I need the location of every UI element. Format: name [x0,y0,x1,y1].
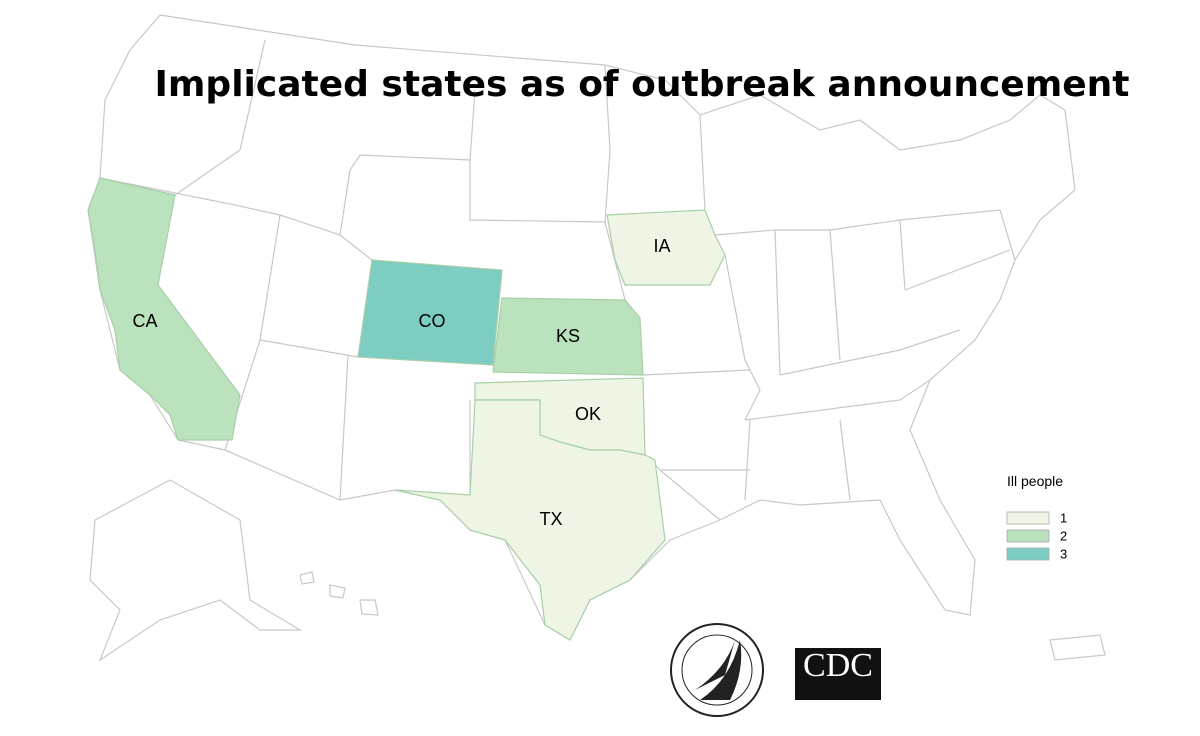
state-label: CA [132,311,157,331]
legend-label: 3 [1060,546,1067,561]
state [606,209,726,286]
legend-swatch [1006,529,1050,543]
state-label: IA [653,236,670,256]
cdc-logo-text: CDC [803,647,873,684]
state-borders [99,39,1016,521]
state [357,259,503,366]
map-title: Implicated states as of outbreak announc… [155,64,1130,105]
legend-label: 2 [1060,528,1067,543]
state [87,177,241,441]
state [492,297,644,376]
state [394,399,666,641]
legend: 1 2 3 [1006,510,1067,561]
state-label: KS [556,326,580,346]
alaska [89,479,303,662]
legend-title: Ill people [1007,473,1063,489]
hhs-seal [670,623,764,717]
legend-label: 1 [1060,510,1067,525]
state-label: TX [539,509,562,529]
implicated-states: CA CO KS IA OK TX [87,177,726,641]
state-label: CO [419,311,446,331]
state-label: OK [575,404,601,424]
legend-swatch [1006,511,1050,525]
cdc-logo-box [795,648,881,700]
legend-swatch [1006,547,1050,561]
puerto-rico [1049,634,1106,661]
hawaii [299,571,379,616]
